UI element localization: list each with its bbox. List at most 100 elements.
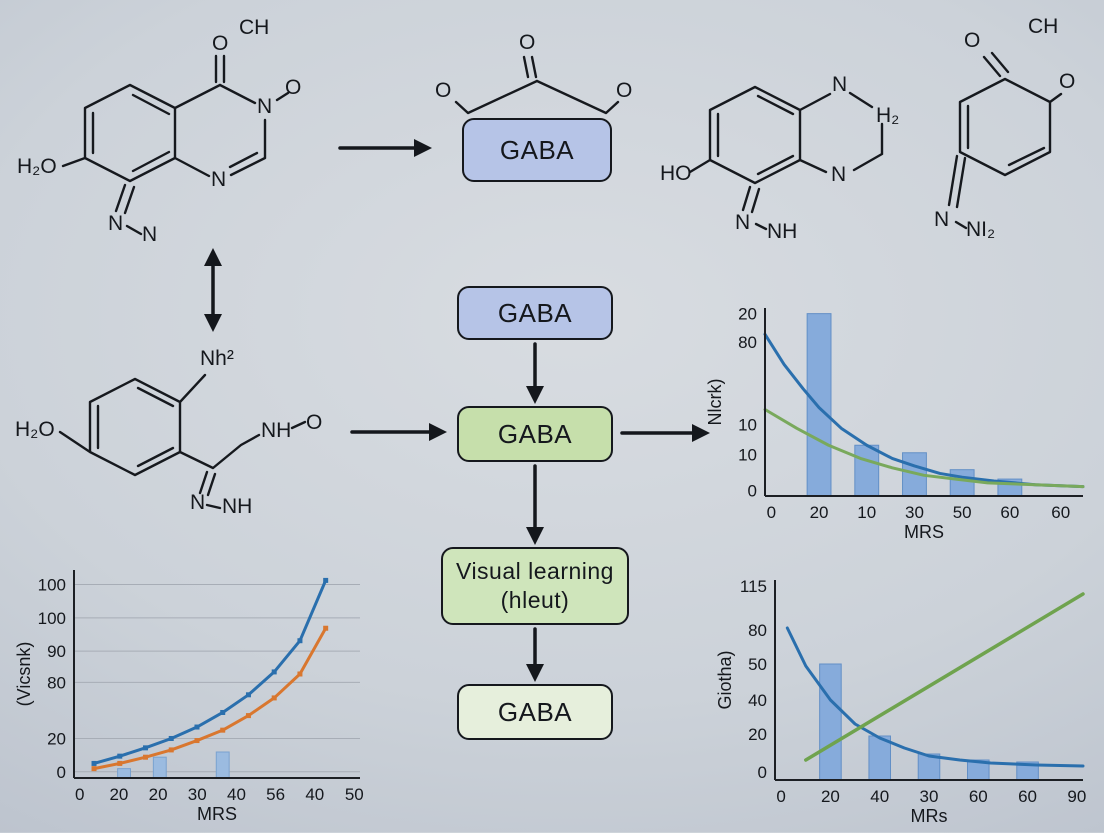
data-marker (323, 625, 329, 631)
x-tick-label: 30 (905, 503, 924, 522)
y-tick-label: 0 (57, 763, 66, 782)
atom-label: CH (239, 16, 270, 39)
data-marker (168, 747, 174, 753)
data-marker (194, 738, 200, 744)
y-axis-label: Nlcrk) (705, 379, 725, 426)
x-tick-label: 30 (920, 787, 939, 806)
data-marker (194, 724, 200, 730)
data-marker (297, 671, 303, 677)
bar (949, 469, 975, 497)
atom-label: NH (261, 419, 292, 442)
line-series (92, 626, 328, 771)
bond-skeleton (61, 54, 290, 236)
chart-svg: 20 80 10 10 00 20 10 30 50 60 60 MRS Nlcrk) (705, 305, 1085, 542)
gaba-product-label: GABA (499, 134, 575, 165)
gaba-product-box: GABA (462, 118, 612, 182)
x-tick-label: 0 (75, 785, 84, 804)
line-series (763, 408, 1085, 489)
bond-skeleton (947, 51, 1063, 230)
flow-box-gaba-2: GABA (457, 406, 613, 462)
y-tick-label: 90 (47, 642, 66, 661)
x-tick-label: 60 (1051, 503, 1070, 522)
y-tick-label: 100 (38, 576, 66, 595)
structure-aminoketone: Nh² H₂O NH O N NH (15, 335, 355, 525)
x-tick-label: 30 (188, 785, 207, 804)
atom-label: N (934, 208, 950, 231)
bar (819, 663, 842, 781)
chart-svg: 100 100 90 80 20 00 20 20 30 40 56 40 50 MRS (Vicsnk) (14, 570, 364, 824)
atom-label: O (306, 411, 323, 434)
x-tick-label: 60 (1018, 787, 1037, 806)
arrowhead (526, 527, 544, 545)
structure-triketone: GABA O O O (420, 25, 660, 195)
y-tick-label: 40 (748, 691, 767, 710)
y-tick-label: 115 (740, 577, 767, 596)
y-tick-label: 80 (738, 333, 757, 352)
flow-box-gaba-1: GABA (457, 286, 613, 340)
x-axis-label: MRS (904, 522, 944, 542)
atom-label: HO (660, 162, 692, 185)
atom-label: N (142, 223, 158, 246)
atom-label: H₂O (17, 155, 57, 178)
atom-label: O (519, 31, 536, 54)
y-axis-label: (Vicsnk) (14, 642, 34, 707)
arrowhead (526, 664, 544, 682)
data-marker (297, 638, 303, 644)
x-tick-label: 20 (109, 785, 128, 804)
atom-label: N (211, 168, 227, 191)
data-marker (117, 753, 123, 759)
bar (152, 756, 167, 779)
x-tick-label: 0 (776, 787, 785, 806)
data-marker (220, 709, 226, 715)
atom-label: NH (222, 495, 253, 518)
data-marker (271, 669, 277, 675)
atom-label: H₂ (876, 104, 900, 127)
data-marker (91, 766, 97, 772)
y-tick-label: 0 (758, 763, 767, 782)
y-tick-label: 10 (738, 446, 757, 465)
x-tick-label: 60 (969, 787, 988, 806)
flow-box-gaba-3-label: GABA (497, 696, 573, 727)
x-tick-label: 40 (227, 785, 246, 804)
atom-label: N (831, 163, 847, 186)
chart-bottom-right: 115 80 50 40 20 0 0 20 40 30 60 60 90 MRs Giotha) (715, 568, 1097, 828)
line-series (763, 332, 1085, 489)
atom-label: N (108, 212, 124, 235)
data-marker (245, 692, 251, 698)
data-marker (143, 754, 148, 760)
arrowhead (526, 386, 544, 404)
x-axis-label: MRs (911, 806, 948, 826)
flow-box-gaba-3: GABA (457, 684, 613, 740)
atom-label: N (190, 491, 206, 514)
visual-learning-line1: Visual learning (456, 558, 614, 585)
y-tick-label: 20 (47, 729, 66, 748)
atom-label: O (964, 29, 981, 52)
x-tick-label: 50 (345, 785, 364, 804)
y-tick-label: 20 (748, 725, 767, 744)
data-marker (91, 760, 97, 766)
y-tick-label: 50 (748, 655, 767, 674)
bond-skeleton (688, 85, 884, 231)
x-tick-label: 56 (266, 785, 285, 804)
x-tick-label: 10 (857, 503, 876, 522)
arrowhead (204, 314, 222, 332)
data-marker (168, 735, 174, 741)
chart-svg: 115 80 50 40 20 00 20 40 30 60 60 90 MRs Giotha) (715, 577, 1086, 826)
line-series (804, 592, 1085, 762)
line-series (785, 626, 1085, 768)
y-tick-label: 0 (748, 481, 757, 500)
atom-label: H₂O (15, 418, 55, 441)
data-marker (117, 760, 123, 766)
bar (854, 444, 880, 497)
y-tick-label: 100 (38, 609, 66, 628)
flow-box-gaba-2-label: GABA (497, 418, 573, 449)
bar (117, 768, 131, 779)
atom-label: O (1059, 70, 1076, 93)
y-tick-label: 10 (738, 416, 757, 435)
atom-label: O (285, 76, 302, 99)
atom-label: NH (767, 220, 798, 243)
structure-cyclohexenone: O CH O N NI₂ (920, 15, 1100, 275)
atom-label: N (832, 73, 848, 96)
bar (215, 751, 230, 779)
